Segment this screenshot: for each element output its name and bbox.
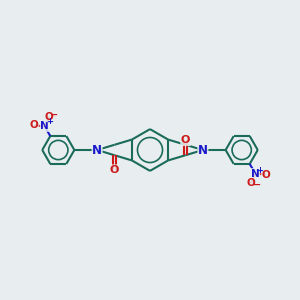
Text: −: − xyxy=(253,180,261,190)
Text: +: + xyxy=(256,167,263,176)
Text: −: − xyxy=(50,110,59,120)
Text: O: O xyxy=(262,169,270,180)
Text: O: O xyxy=(110,165,119,175)
Text: N: N xyxy=(92,143,102,157)
Text: O: O xyxy=(45,112,54,122)
Text: O: O xyxy=(30,120,38,130)
Text: O: O xyxy=(181,136,190,146)
Text: O: O xyxy=(246,178,255,188)
Text: N: N xyxy=(251,169,260,178)
Text: N: N xyxy=(40,122,49,131)
Text: +: + xyxy=(46,117,53,126)
Text: N: N xyxy=(198,143,208,157)
